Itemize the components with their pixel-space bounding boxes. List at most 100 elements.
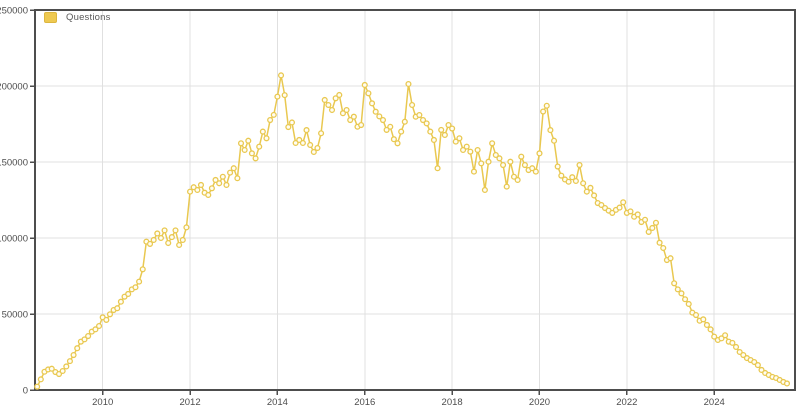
data-point-marker[interactable] <box>230 165 237 172</box>
data-point-marker[interactable] <box>205 191 212 199</box>
data-point-marker[interactable] <box>667 255 674 262</box>
data-point-marker[interactable] <box>117 298 124 305</box>
data-point-marker[interactable] <box>165 239 172 247</box>
data-point-marker[interactable] <box>507 158 514 165</box>
data-point-marker[interactable] <box>358 122 365 129</box>
data-point-marker[interactable] <box>583 188 590 195</box>
data-point-marker[interactable] <box>85 332 92 340</box>
data-point-marker[interactable] <box>281 92 288 99</box>
data-point-marker[interactable] <box>245 137 252 144</box>
data-point-marker[interactable] <box>503 183 510 190</box>
legend-item-questions[interactable]: Questions <box>44 12 111 23</box>
data-point-marker[interactable] <box>139 266 146 273</box>
data-point-marker[interactable] <box>645 228 652 235</box>
data-point-marker[interactable] <box>492 151 499 159</box>
data-point-marker[interactable] <box>620 199 627 206</box>
data-point-marker[interactable] <box>132 284 139 291</box>
data-point-marker[interactable] <box>114 305 121 312</box>
data-point-marker[interactable] <box>350 113 357 120</box>
data-point-marker[interactable] <box>649 224 656 232</box>
data-point-marker[interactable] <box>81 336 88 343</box>
data-point-marker[interactable] <box>248 150 255 157</box>
data-point-marker[interactable] <box>34 383 41 390</box>
data-point-marker[interactable] <box>259 128 266 135</box>
data-point-marker[interactable] <box>419 117 427 124</box>
data-point-marker[interactable] <box>536 150 543 157</box>
data-point-marker[interactable] <box>106 311 114 318</box>
data-point-marker[interactable] <box>660 244 667 252</box>
data-point-marker[interactable] <box>652 219 660 226</box>
data-point-marker[interactable] <box>474 146 481 154</box>
data-point-marker[interactable] <box>692 312 700 319</box>
data-point-marker[interactable] <box>634 211 641 218</box>
data-point-marker[interactable] <box>66 358 73 365</box>
data-point-marker[interactable] <box>707 326 714 333</box>
data-point-marker[interactable] <box>441 131 448 138</box>
data-point-marker[interactable] <box>703 321 710 328</box>
data-point-marker[interactable] <box>183 224 190 231</box>
data-point-marker[interactable] <box>194 186 201 194</box>
data-point-marker[interactable] <box>55 370 63 378</box>
data-point-marker[interactable] <box>157 234 164 242</box>
data-point-marker[interactable] <box>572 177 579 185</box>
data-point-marker[interactable] <box>445 122 452 129</box>
data-point-marker[interactable] <box>616 204 623 211</box>
data-point-marker[interactable] <box>343 106 350 114</box>
data-point-marker[interactable] <box>478 160 485 167</box>
data-point-marker[interactable] <box>277 72 285 79</box>
data-point-marker[interactable] <box>729 339 736 346</box>
data-point-marker[interactable] <box>237 140 245 147</box>
data-point-marker[interactable] <box>754 362 761 369</box>
data-point-marker[interactable] <box>263 135 270 142</box>
data-point-marker[interactable] <box>558 172 565 179</box>
data-point-marker[interactable] <box>125 290 132 297</box>
data-point-marker[interactable] <box>339 110 346 117</box>
data-point-marker[interactable] <box>390 136 397 143</box>
data-point-marker[interactable] <box>456 135 463 142</box>
data-point-marker[interactable] <box>252 155 259 162</box>
data-point-marker[interactable] <box>208 185 215 192</box>
data-point-marker[interactable] <box>172 227 179 234</box>
data-point-marker[interactable] <box>783 380 791 387</box>
data-point-marker[interactable] <box>656 239 663 246</box>
data-point-marker[interactable] <box>481 186 488 194</box>
data-point-marker[interactable] <box>168 234 175 241</box>
data-point-marker[interactable] <box>332 95 339 102</box>
data-point-marker[interactable] <box>736 348 743 356</box>
data-point-marker[interactable] <box>387 123 394 130</box>
data-point-marker[interactable] <box>234 175 241 182</box>
data-point-marker[interactable] <box>176 241 183 249</box>
data-point-marker[interactable] <box>59 367 66 375</box>
data-point-marker[interactable] <box>270 111 277 118</box>
data-point-marker[interactable] <box>405 80 412 88</box>
data-point-marker[interactable] <box>336 91 343 99</box>
data-point-marker[interactable] <box>368 100 376 107</box>
data-point-marker[interactable] <box>328 106 336 114</box>
data-point-marker[interactable] <box>700 316 707 323</box>
data-point-marker[interactable] <box>580 180 587 187</box>
data-point-marker[interactable] <box>379 117 387 124</box>
data-point-marker[interactable] <box>758 366 765 373</box>
data-point-marker[interactable] <box>223 181 230 189</box>
data-point-marker[interactable] <box>372 108 379 115</box>
data-point-marker[interactable] <box>514 176 521 183</box>
data-point-marker[interactable] <box>394 140 401 147</box>
data-point-marker[interactable] <box>219 173 226 180</box>
data-point-marker[interactable] <box>711 333 718 340</box>
data-point-marker[interactable] <box>74 345 81 352</box>
data-point-marker[interactable] <box>187 188 194 195</box>
data-point-marker[interactable] <box>37 376 44 383</box>
data-point-marker[interactable] <box>401 118 408 125</box>
data-point-marker[interactable] <box>510 173 518 180</box>
data-point-marker[interactable] <box>467 148 474 155</box>
data-point-marker[interactable] <box>459 146 467 154</box>
data-point-marker[interactable] <box>671 280 678 287</box>
data-point-marker[interactable] <box>569 174 576 181</box>
data-point-marker[interactable] <box>732 343 740 351</box>
data-point-marker[interactable] <box>554 163 561 170</box>
data-point-marker[interactable] <box>543 102 550 109</box>
data-point-marker[interactable] <box>685 300 692 308</box>
data-point-marker[interactable] <box>383 126 390 133</box>
data-point-marker[interactable] <box>314 144 321 152</box>
data-point-marker[interactable] <box>274 93 281 100</box>
